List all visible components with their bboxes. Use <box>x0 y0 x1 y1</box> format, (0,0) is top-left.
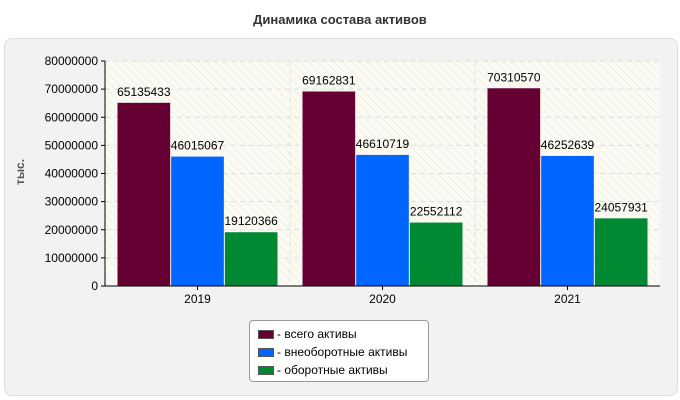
legend-swatch <box>258 329 274 339</box>
data-label: 46015067 <box>171 139 225 153</box>
y-axis-label: тыс. <box>13 159 27 185</box>
y-tick-label: 70000000 <box>45 82 99 96</box>
y-tick-label: 60000000 <box>45 110 99 124</box>
y-tick-label: 0 <box>91 279 98 293</box>
bar-2020-1 <box>302 91 356 286</box>
bar-2021-3 <box>594 218 648 286</box>
x-tick-label: 2021 <box>554 292 581 306</box>
labels: 0 10000000 20000000 30000000 40000000 5000000… <box>45 54 649 306</box>
data-label: 46252639 <box>541 138 595 152</box>
data-label: 46610719 <box>356 137 410 151</box>
y-tick-label: 30000000 <box>45 195 99 209</box>
data-label: 65135433 <box>117 85 171 99</box>
data-label: 19120366 <box>224 214 278 228</box>
bar-2019-1 <box>117 102 171 286</box>
data-label: 70310570 <box>487 70 541 84</box>
legend-label: - оборотные активы <box>277 363 388 377</box>
legend-label: - внеоборотные активы <box>277 345 408 359</box>
bar-2019-2 <box>171 156 224 286</box>
y-tick-label: 10000000 <box>45 251 99 265</box>
data-label: 24057931 <box>594 200 648 214</box>
axes <box>101 60 660 290</box>
x-tick-label: 2019 <box>184 292 211 306</box>
bars <box>117 88 648 286</box>
bar-2020-3 <box>409 222 463 286</box>
data-label: 69162831 <box>302 73 356 87</box>
bar-2019-3 <box>224 232 278 286</box>
legend-label: - всего активы <box>277 327 357 341</box>
x-tick-label: 2020 <box>369 292 396 306</box>
y-tick-label: 20000000 <box>45 223 99 237</box>
bar-2021-1 <box>487 88 541 286</box>
data-label: 22552112 <box>410 205 463 219</box>
bar-2020-2 <box>356 154 409 286</box>
bar-2021-2 <box>541 155 594 286</box>
legend-swatch <box>258 347 274 357</box>
legend-item: - всего активы <box>258 325 420 343</box>
chart-title: Динамика состава активов <box>253 12 427 27</box>
y-tick-label: 40000000 <box>45 167 99 181</box>
legend: - всего активы - внеоборотные активы - обо… <box>249 320 429 382</box>
legend-item: - внеоборотные активы <box>258 343 420 361</box>
y-tick-label: 80000000 <box>45 54 99 68</box>
legend-item: - оборотные активы <box>258 361 420 379</box>
legend-swatch <box>258 365 274 375</box>
y-tick-label: 50000000 <box>45 138 99 152</box>
